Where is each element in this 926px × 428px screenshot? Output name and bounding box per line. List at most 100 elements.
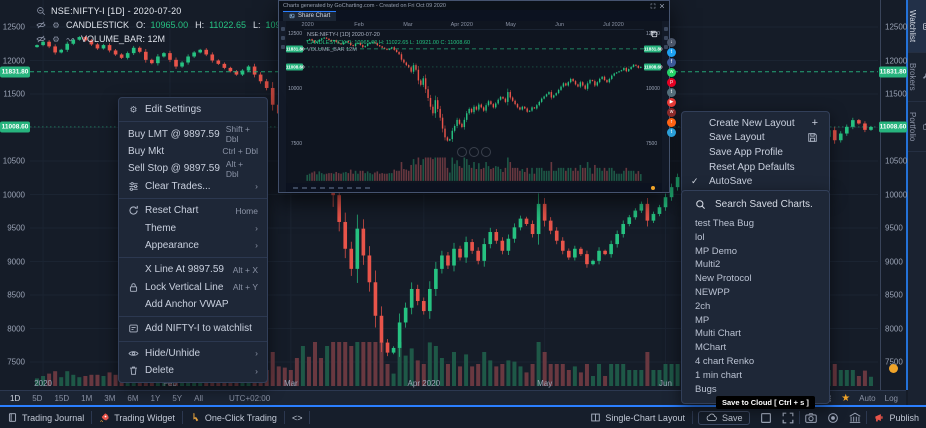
share-telegram-icon[interactable]: t (667, 128, 676, 137)
zoom-out-icon[interactable] (36, 6, 46, 16)
saved-chart-item-newpp[interactable]: NEWPP (695, 286, 730, 298)
sidebar-tab-watchlist[interactable]: Watchlist (908, 0, 926, 54)
save-button[interactable]: Save (697, 410, 751, 425)
saved-chart-item-multi-chart[interactable]: Multi Chart (695, 328, 741, 340)
saved-chart-item-mchart[interactable]: MChart (695, 342, 727, 354)
saved-charts-search-label: Search Saved Charts. (715, 199, 813, 210)
auto-scale-button[interactable]: Auto (859, 394, 876, 403)
saved-chart-item-new-protocol[interactable]: New Protocol (695, 273, 752, 285)
saved-chart-item-4-chart-renko[interactable]: 4 chart Renko (695, 355, 755, 367)
saved-chart-item-mp[interactable]: MP (695, 314, 710, 326)
menu-item-shortcut: Alt + Y (232, 282, 258, 293)
share-facebook-icon[interactable]: f (667, 58, 676, 67)
popup-titlebar[interactable]: Charts generated by GoCharting.com - Cre… (279, 1, 669, 10)
menu-item-reset-app-defaults[interactable]: Reset App Defaults (682, 160, 829, 175)
timeframe-button-1d[interactable]: 1D (10, 394, 21, 403)
share-reddit-icon[interactable]: r (667, 118, 676, 127)
study-settings-gear-icon[interactable]: ⚙ (51, 20, 61, 30)
timeframe-button-15d[interactable]: 15D (54, 394, 70, 403)
menu-item-buy-mkt[interactable]: Buy Mkt Ctrl + Dbl (119, 143, 267, 160)
timeframe-button-all[interactable]: All (194, 394, 204, 403)
eye-off-icon[interactable] (36, 34, 46, 44)
share-youtube-icon[interactable]: ▶ (667, 98, 676, 107)
menu-item-create-new-layout[interactable]: Create New Layout + (682, 116, 829, 131)
timezone-label[interactable]: UTC+02:00 (229, 394, 271, 403)
log-scale-button[interactable]: Log (884, 394, 898, 403)
menu-item-label: X Line At 9897.59 (145, 264, 224, 276)
share-weibo-icon[interactable]: w (667, 108, 676, 117)
eye-off-icon[interactable] (36, 20, 46, 30)
timeframe-button-3m[interactable]: 3M (104, 394, 116, 403)
copy-image-icon[interactable] (650, 25, 658, 38)
trading-journal-button[interactable]: Trading Journal (0, 412, 91, 423)
maximize-square-icon[interactable] (759, 411, 773, 425)
timeframe-button-5y[interactable]: 5Y (172, 394, 183, 403)
saved-chart-item-bugs[interactable]: Bugs (695, 383, 717, 395)
price-axis-left[interactable]: 1250012000115001100010500100009500900085… (0, 0, 28, 390)
popup-expand-icon[interactable] (650, 3, 656, 9)
saved-chart-item-lol[interactable]: lol (695, 231, 705, 243)
timeframe-button-1y[interactable]: 1Y (150, 394, 161, 403)
menu-item-hide-unhide[interactable]: Hide/Unhide › (119, 345, 267, 362)
saved-chart-item-1-min-chart[interactable]: 1 min chart (695, 369, 742, 381)
menu-item-label: Save Layout (709, 132, 765, 144)
screenshot-camera-icon[interactable] (804, 411, 818, 425)
lock-icon (128, 282, 145, 293)
fullscreen-expand-icon[interactable] (781, 411, 795, 425)
menu-item-add-anchor-vwap[interactable]: Add Anchor VWAP (119, 296, 267, 313)
menu-item-appearance[interactable]: Appearance › (119, 237, 267, 254)
right-sidebar: Watchlist Brokers Portfolio (908, 0, 926, 405)
menu-item-reset-chart[interactable]: Reset Chart Home (119, 202, 267, 219)
code-snippet-button[interactable]: <> (285, 413, 310, 423)
timeframe-bar: 1D 5D 15D 1M 3M 6M 1Y 5Y All UTC+02:00 ★ Auto Log (0, 390, 906, 406)
saved-chart-item-test-thea-bug[interactable]: test Thea Bug (695, 218, 754, 229)
popup-time-label-jul-2020: Jul 2020 (603, 22, 624, 28)
menu-item-delete[interactable]: Delete › (119, 362, 267, 379)
menu-item-clear-trades[interactable]: Clear Trades... › (119, 178, 267, 195)
tab-share-chart[interactable]: Share Chart (283, 11, 337, 21)
saved-chart-item-2ch[interactable]: 2ch (695, 300, 711, 312)
popup-close-icon[interactable] (659, 3, 665, 9)
timeframe-buttons: 1D 5D 15D 1M 3M 6M 1Y 5Y All UTC+02:00 (0, 394, 270, 403)
menu-item-x-line-at-9897-59[interactable]: X Line At 9897.59 Alt + X (119, 261, 267, 278)
saved-chart-item-multi2[interactable]: Multi2 (695, 259, 721, 271)
single-chart-layout-button[interactable]: Single-Chart Layout (583, 412, 692, 423)
timeframe-button-5d[interactable]: 5D (32, 394, 43, 403)
one-click-trading-button[interactable]: One-Click Trading (183, 412, 284, 423)
wrench-icon (922, 72, 926, 81)
menu-item-autosave[interactable]: ✓ AutoSave (682, 174, 829, 189)
price-tag-11008-60: 11008.60 (879, 121, 907, 133)
sidebar-tab-brokers[interactable]: Brokers (908, 53, 926, 102)
share-tumblr-icon[interactable]: t (667, 88, 676, 97)
share-whatsapp-icon[interactable]: w (667, 68, 676, 77)
menu-item-add-nifty-i-to-watchlist[interactable]: Add NIFTY-I to watchlist (119, 320, 267, 337)
save-label: Save (721, 412, 743, 423)
menu-item-buy-lmt-9897-59[interactable]: Buy LMT @ 9897.59 Shift + Dbl (119, 124, 267, 144)
price-axis-right[interactable]: 1250012000115001100010500100009500900085… (880, 0, 907, 390)
sidebar-tab-portfolio[interactable]: Portfolio (908, 102, 926, 153)
price-tick: 7500 (885, 357, 903, 367)
trading-widget-button[interactable]: Trading Widget (92, 412, 182, 423)
study-settings-gear-icon[interactable]: ⚙ (51, 34, 61, 44)
menu-item-theme[interactable]: Theme › (119, 219, 267, 236)
menu-item-label: Clear Trades... (145, 180, 211, 192)
timeframe-button-6m[interactable]: 6M (127, 394, 139, 403)
popup-tab-label: Share Chart (298, 13, 331, 19)
share-twitter-icon[interactable]: t (667, 48, 676, 57)
bank-icon[interactable] (848, 411, 862, 425)
menu-item-save-app-profile[interactable]: Save App Profile (682, 145, 829, 160)
share-pinterest-icon[interactable]: p (667, 78, 676, 87)
target-icon[interactable] (826, 411, 840, 425)
saved-charts-list: test Thea Bug lol MP Demo Multi2 New Protoco… (682, 217, 829, 396)
favorite-star-icon[interactable]: ★ (841, 392, 851, 404)
time-axis[interactable]: 2020 Feb Mar Apr 2020 May Jun (30, 377, 878, 390)
share-download-icon[interactable]: ↓ (667, 38, 676, 47)
timeframe-button-1m[interactable]: 1M (81, 394, 93, 403)
saved-charts-search[interactable]: Search Saved Charts. (682, 196, 829, 217)
saved-chart-item-mp-demo[interactable]: MP Demo (695, 245, 738, 257)
menu-item-edit-settings[interactable]: ⚙ Edit Settings (119, 101, 267, 118)
publish-button[interactable]: Publish (867, 412, 926, 423)
menu-item-save-layout[interactable]: Save Layout (682, 131, 829, 146)
menu-item-sell-stop-9897-59[interactable]: Sell Stop @ 9897.59 Alt + Dbl (119, 159, 267, 179)
menu-item-lock-vertical-line[interactable]: Lock Vertical Line Alt + Y (119, 279, 267, 296)
